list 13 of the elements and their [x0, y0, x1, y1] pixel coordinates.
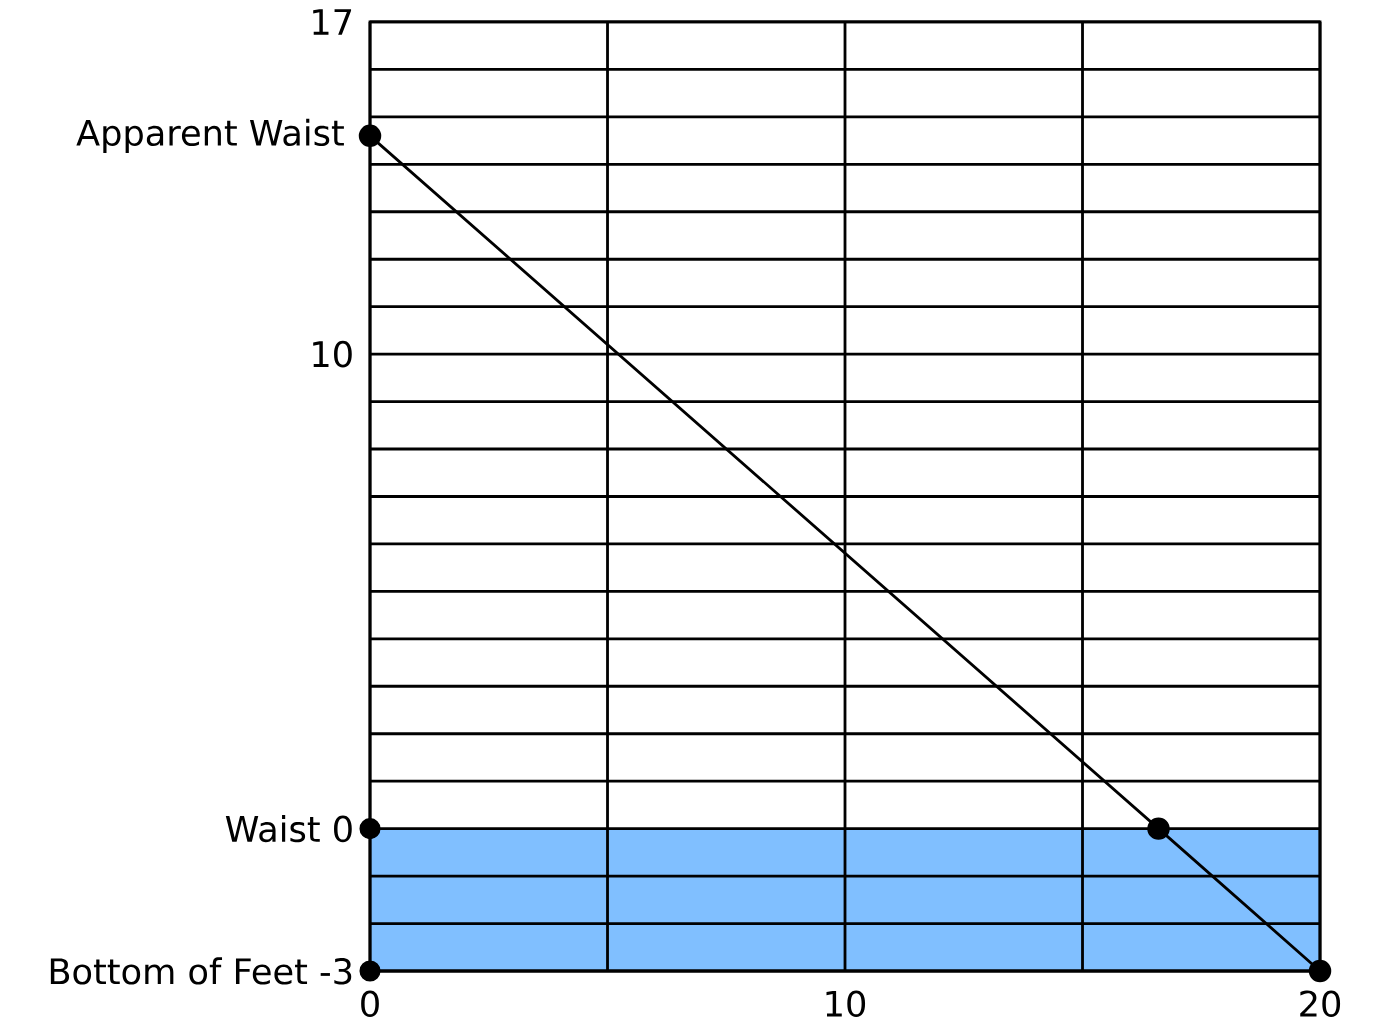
- x-tick-label: 20: [1300, 990, 1341, 1018]
- y-tick-label: 10: [313, 340, 352, 368]
- point: [358, 124, 382, 148]
- x-tick-label: 10: [826, 990, 866, 1018]
- annotation: Apparent Waist: [76, 118, 344, 153]
- y-tick-label: Waist 0: [225, 815, 352, 843]
- point: [359, 818, 381, 840]
- point: [359, 960, 381, 982]
- point: [1308, 959, 1332, 983]
- y-tick-label: 17: [313, 9, 352, 35]
- y-tick-label: Bottom of Feet -3: [50, 957, 352, 985]
- x-tick-label: 0: [361, 990, 379, 1018]
- point: [1147, 817, 1170, 840]
